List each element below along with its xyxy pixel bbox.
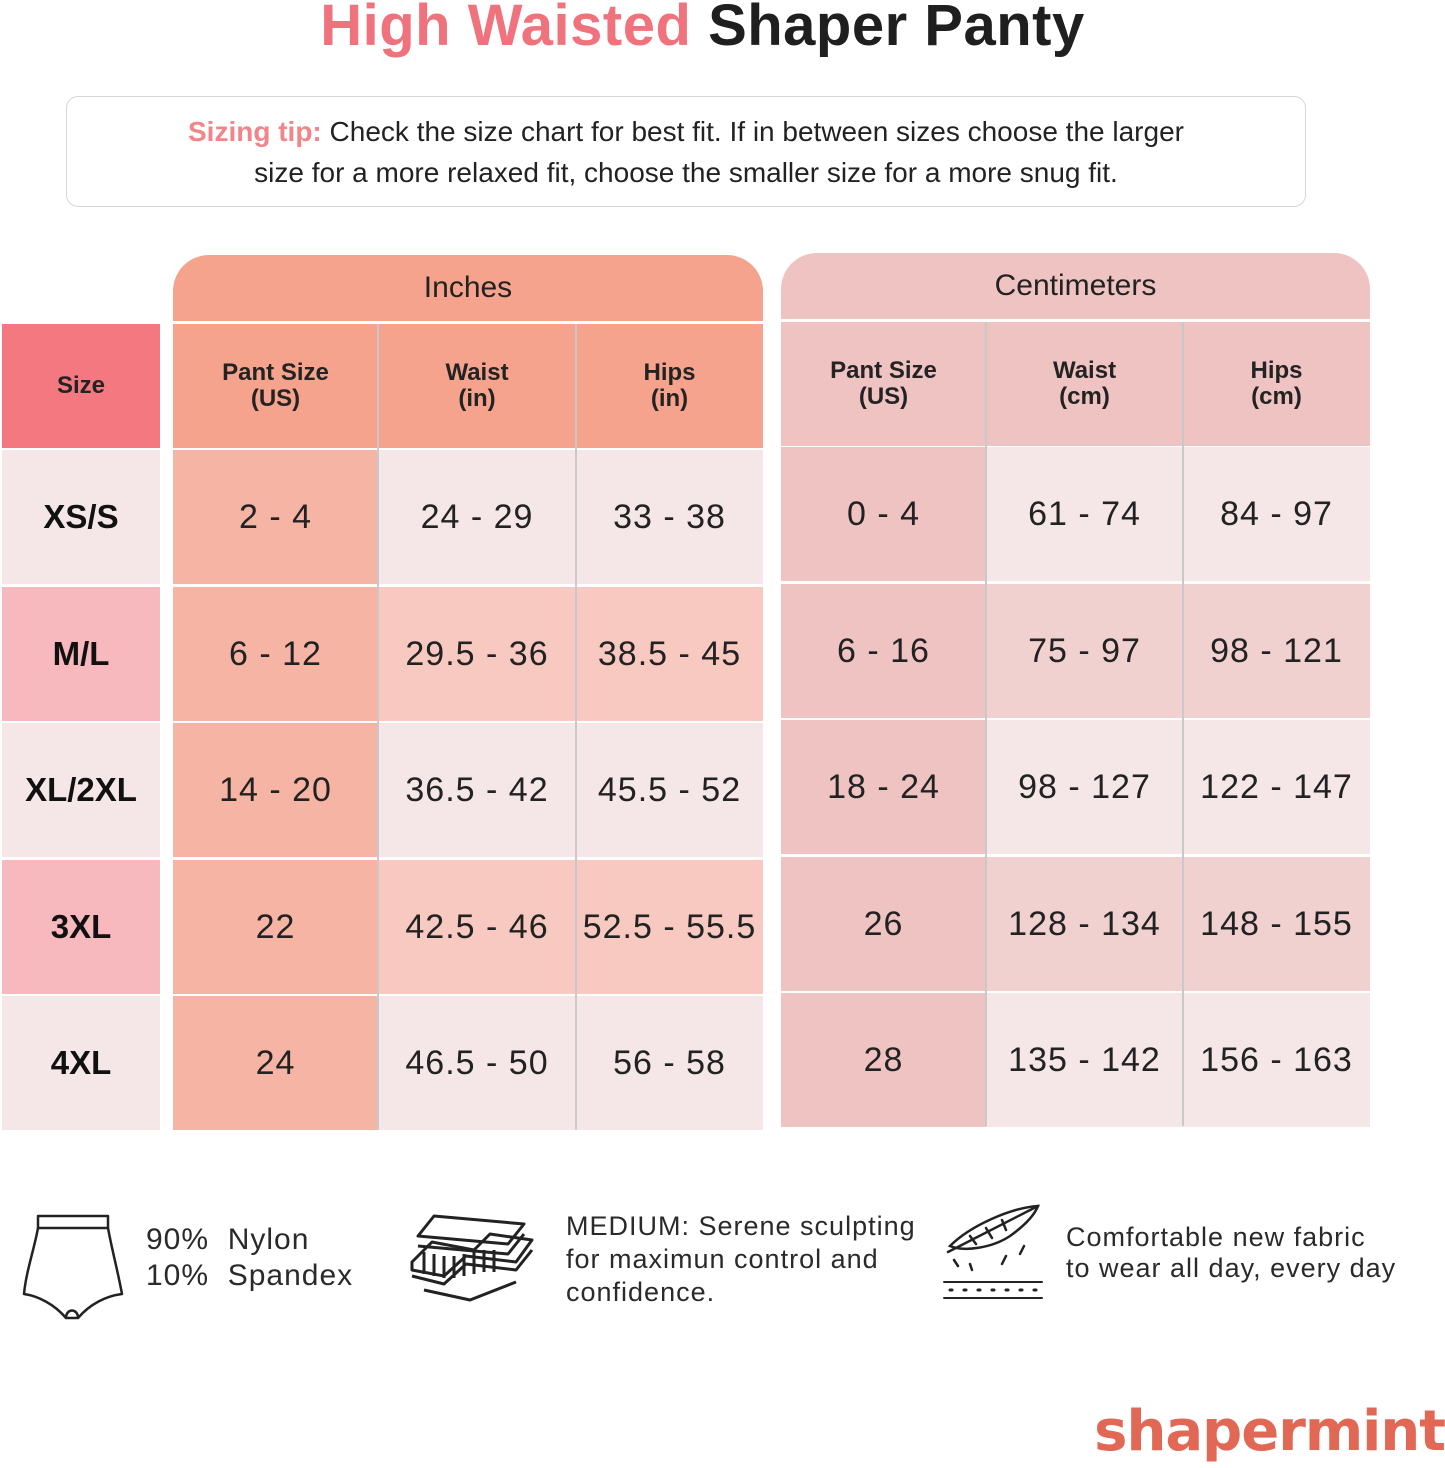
- table-cell: 26: [781, 857, 986, 991]
- brand-logo: shapermint: [1094, 1399, 1445, 1464]
- table-cell: 45.5 - 52: [576, 723, 763, 857]
- table-cell: 56 - 58: [576, 996, 763, 1130]
- table-cell: 75 - 97: [986, 584, 1183, 718]
- inches-column-header: Hips (in): [576, 324, 763, 448]
- table-cell: 6 - 12: [173, 587, 378, 721]
- size-row-header: XL/2XL: [2, 723, 160, 857]
- table-cell: 84 - 97: [1183, 447, 1370, 581]
- inches-column-header: Waist (in): [378, 324, 576, 448]
- page-title: High Waisted Shaper Panty: [0, 0, 1405, 59]
- size-row-header: 4XL: [2, 996, 160, 1130]
- centimeters-group-header: Centimeters: [781, 253, 1370, 319]
- sizing-tip-box: Sizing tip: Check the size chart for bes…: [66, 96, 1306, 207]
- centimeters-column-header: Waist (cm): [986, 322, 1183, 446]
- table-cell: 38.5 - 45: [576, 587, 763, 721]
- size-row-header: XS/S: [2, 450, 160, 584]
- table-cell: 148 - 155: [1183, 857, 1370, 991]
- compression-line3: confidence.: [566, 1277, 716, 1307]
- centimeters-column-header: Hips (cm): [1183, 322, 1370, 446]
- comfort-line1: Comfortable new fabric: [1066, 1222, 1366, 1252]
- table-cell: 42.5 - 46: [378, 860, 576, 994]
- compression-description: MEDIUM: Serene sculpting for maximun con…: [566, 1210, 916, 1309]
- centimeters-column-header: Pant Size (US): [781, 322, 986, 446]
- table-cell: 135 - 142: [986, 993, 1183, 1127]
- table-cell: 29.5 - 36: [378, 587, 576, 721]
- compression-line1: MEDIUM: Serene sculpting: [566, 1211, 916, 1241]
- table-cell: 18 - 24: [781, 720, 986, 854]
- table-cell: 22: [173, 860, 378, 994]
- table-cell: 6 - 16: [781, 584, 986, 718]
- comfort-line2: to wear all day, every day: [1066, 1253, 1397, 1283]
- size-row-header: 3XL: [2, 860, 160, 994]
- column-divider: [1182, 322, 1184, 1126]
- column-divider: [575, 324, 577, 1130]
- sizing-tip-line2: size for a more relaxed fit, choose the …: [254, 157, 1118, 188]
- table-cell: 156 - 163: [1183, 993, 1370, 1127]
- table-cell: 14 - 20: [173, 723, 378, 857]
- fabric-nylon: 90% Nylon: [146, 1223, 310, 1256]
- column-divider: [377, 324, 379, 1130]
- title-accent: High Waisted: [320, 0, 692, 58]
- table-cell: 128 - 134: [986, 857, 1183, 991]
- table-cell: 33 - 38: [576, 450, 763, 584]
- panty-icon: [20, 1210, 130, 1330]
- table-cell: 2 - 4: [173, 450, 378, 584]
- column-divider: [985, 322, 987, 1126]
- inches-group-header: Inches: [173, 255, 763, 321]
- table-cell: 24 - 29: [378, 450, 576, 584]
- table-cell: 52.5 - 55.5: [576, 860, 763, 994]
- table-cell: 28: [781, 993, 986, 1127]
- fabric-composition: 90% Nylon 10% Spandex: [146, 1222, 353, 1294]
- table-cell: 61 - 74: [986, 447, 1183, 581]
- table-cell: 36.5 - 42: [378, 723, 576, 857]
- comfort-description: Comfortable new fabric to wear all day, …: [1066, 1222, 1396, 1284]
- table-cell: 0 - 4: [781, 447, 986, 581]
- table-cell: 98 - 127: [986, 720, 1183, 854]
- inches-column-header: Pant Size (US): [173, 324, 378, 448]
- compression-line2: for maximun control and: [566, 1244, 879, 1274]
- size-column-header: Size: [2, 324, 160, 448]
- sizing-tip-label: Sizing tip:: [188, 116, 322, 147]
- table-cell: 98 - 121: [1183, 584, 1370, 718]
- feather-icon: [940, 1202, 1050, 1312]
- table-cell: 24: [173, 996, 378, 1130]
- fabric-spandex: 10% Spandex: [146, 1259, 354, 1292]
- table-cell: 122 - 147: [1183, 720, 1370, 854]
- layers-icon: [404, 1210, 539, 1310]
- title-rest: Shaper Panty: [708, 0, 1085, 58]
- size-row-header: M/L: [2, 587, 160, 721]
- sizing-tip-line1: Check the size chart for best fit. If in…: [329, 116, 1184, 147]
- table-cell: 46.5 - 50: [378, 996, 576, 1130]
